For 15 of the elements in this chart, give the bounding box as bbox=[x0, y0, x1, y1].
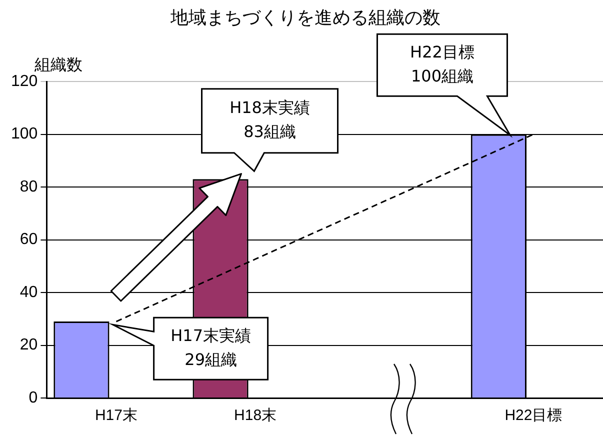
chart-title: 地域まちづくりを進める組織の数 bbox=[170, 7, 440, 28]
y-tick-label: 80 bbox=[20, 178, 38, 196]
annotation: H17末実績 29組織 bbox=[170, 326, 251, 369]
annotation: H22目標 100組織 bbox=[410, 42, 474, 86]
y-tick-label: 0 bbox=[28, 389, 38, 406]
y-axis-title: 組織数 bbox=[34, 54, 83, 74]
y-tick-label: 20 bbox=[20, 336, 38, 354]
y-tick-label: 100 bbox=[10, 126, 38, 143]
y-tick-label: 60 bbox=[20, 231, 38, 248]
x-tick-label: H17末 bbox=[94, 407, 138, 424]
x-tick-label: H22目標 bbox=[504, 407, 562, 424]
annotation: H18末実績 83組織 bbox=[230, 98, 310, 141]
x-tick-label: H18末 bbox=[234, 407, 277, 424]
y-tick-label: 120 bbox=[10, 73, 38, 90]
y-tick-label: 40 bbox=[20, 284, 38, 301]
